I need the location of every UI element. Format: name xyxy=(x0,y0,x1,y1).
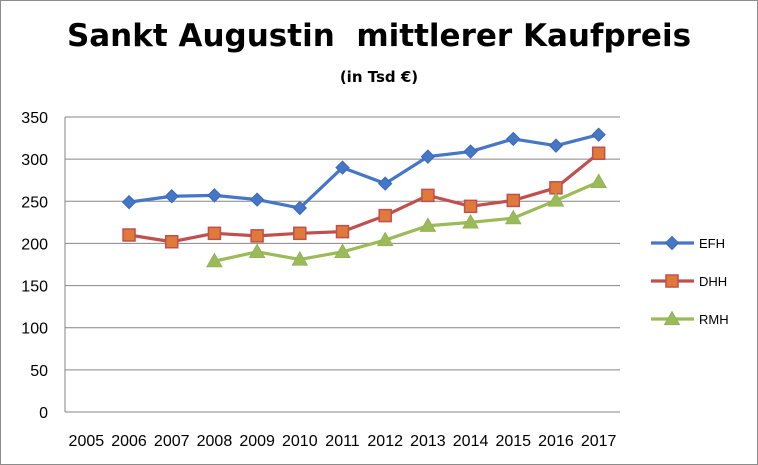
legend-marker xyxy=(663,310,681,326)
data-point xyxy=(506,193,521,208)
series-rmh xyxy=(206,173,608,268)
series-efh xyxy=(121,127,606,216)
legend-label: EFH xyxy=(699,236,725,251)
data-point xyxy=(590,173,608,189)
y-tick-label: 50 xyxy=(30,363,48,380)
legend-marker xyxy=(665,274,679,288)
y-tick-labels: 0 50 100 150 200 250 300 350 xyxy=(21,110,48,422)
data-point xyxy=(293,226,307,241)
legend-item-rmh: RMH xyxy=(651,310,729,327)
x-tick-label: 2005 xyxy=(69,433,105,450)
data-point xyxy=(250,229,264,243)
data-point xyxy=(164,234,179,249)
x-tick-label: 2008 xyxy=(197,433,233,450)
x-tick-label: 2017 xyxy=(581,433,617,450)
x-tick-label: 2009 xyxy=(239,433,275,450)
y-tick-label: 250 xyxy=(21,194,48,211)
axes xyxy=(64,117,620,413)
data-point xyxy=(377,176,393,191)
x-tick-label: 2011 xyxy=(325,433,360,450)
y-tick-label: 150 xyxy=(21,279,48,296)
x-tick-label: 2015 xyxy=(495,433,531,450)
y-tick-label: 0 xyxy=(39,405,48,422)
x-tick-label: 2007 xyxy=(154,433,190,450)
data-point xyxy=(463,144,478,159)
data-point xyxy=(421,188,435,203)
series-line xyxy=(214,180,600,263)
data-point xyxy=(292,200,308,216)
chart-title: Sankt Augustin mittlerer Kaufpreis xyxy=(66,18,692,54)
data-point xyxy=(335,224,350,239)
data-point xyxy=(207,188,222,203)
data-point xyxy=(335,160,350,175)
data-point xyxy=(248,243,266,258)
y-tick-label: 100 xyxy=(21,321,48,338)
legend-label: DHH xyxy=(699,274,727,289)
series-layer xyxy=(121,127,608,268)
x-tick-labels: 2005 2006 2007 2008 2009 2010 2011 2012 2013 2014… xyxy=(69,433,617,450)
legend-item-efh: EFH xyxy=(651,235,725,251)
data-point xyxy=(462,213,479,229)
y-tick-label: 350 xyxy=(21,110,48,127)
data-point xyxy=(548,138,564,153)
legend-item-dhh: DHH xyxy=(651,274,727,289)
x-tick-label: 2013 xyxy=(410,433,446,450)
series-line xyxy=(128,151,600,244)
data-point xyxy=(207,226,222,241)
y-tick-label: 200 xyxy=(21,236,48,253)
data-point xyxy=(506,131,521,147)
data-point xyxy=(547,191,565,207)
data-point xyxy=(463,199,478,214)
series-line xyxy=(128,133,600,210)
x-tick-label: 2014 xyxy=(453,433,489,450)
legend: EFH DHH RMH xyxy=(651,235,729,327)
x-tick-label: 2016 xyxy=(538,433,574,450)
data-point xyxy=(591,127,606,142)
data-point xyxy=(206,252,223,268)
series-dhh xyxy=(122,146,606,249)
data-point xyxy=(121,194,137,210)
x-tick-label: 2012 xyxy=(367,433,403,450)
data-point xyxy=(591,146,606,160)
data-point xyxy=(291,250,309,266)
data-point xyxy=(334,243,351,258)
data-point xyxy=(378,208,392,223)
data-point xyxy=(504,209,522,225)
data-point xyxy=(164,189,179,204)
x-tick-label: 2010 xyxy=(282,433,318,450)
data-point xyxy=(249,192,265,207)
y-tick-label: 300 xyxy=(21,152,48,169)
data-point xyxy=(419,217,437,232)
chart-subtitle: (in Tsd €) xyxy=(339,68,419,86)
data-point xyxy=(122,228,136,242)
data-point xyxy=(376,231,394,247)
legend-label: RMH xyxy=(699,312,729,327)
data-point xyxy=(420,149,436,164)
x-tick-label: 2006 xyxy=(111,433,147,450)
legend-marker xyxy=(664,235,680,251)
